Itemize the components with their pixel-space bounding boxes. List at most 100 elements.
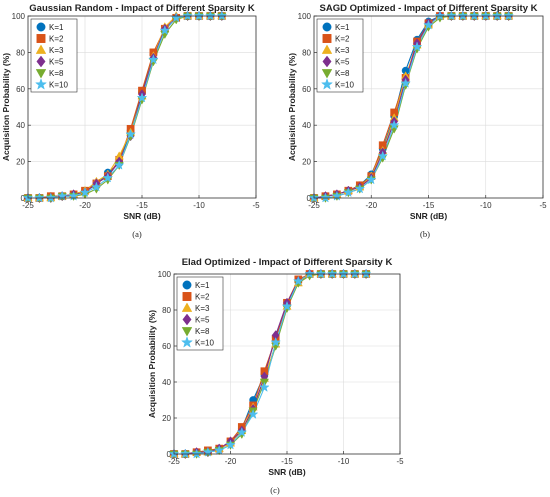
y-tick-label: 60: [162, 342, 171, 351]
data-point: [388, 119, 400, 130]
data-point: [320, 192, 331, 203]
y-axis-label: Acquisition Probability (%): [287, 53, 297, 161]
data-point: [468, 10, 480, 21]
legend-label: K=8: [195, 327, 210, 336]
y-tick-label: 80: [16, 48, 25, 57]
legend-label: K=2: [335, 35, 350, 44]
data-point: [304, 268, 315, 279]
data-point: [113, 159, 125, 170]
y-tick-label: 80: [162, 306, 171, 315]
legend-label: K=1: [49, 23, 64, 32]
legend-marker: [182, 313, 192, 326]
legend-label: K=5: [195, 316, 210, 325]
data-point: [259, 381, 270, 392]
data-point: [125, 128, 136, 139]
data-point: [343, 186, 354, 198]
data-point: [225, 439, 236, 450]
data-point: [179, 448, 191, 459]
legend-label: K=10: [195, 339, 214, 348]
legend-box: [176, 276, 224, 351]
y-axis-label: Acquisition Probability (%): [1, 53, 11, 161]
y-tick-label: 0: [307, 194, 312, 203]
axes-frame: [173, 273, 401, 455]
y-axis-label: Acquisition Probability (%): [147, 310, 157, 418]
legend: K=1 K=2 K=3 K=5 K=8 K=10: [316, 18, 364, 93]
chart-3: Elad Optimized - Impact of Different Spa…: [147, 257, 404, 495]
legend-label: K=5: [49, 58, 64, 67]
chart-1: Gaussian Random - Impact of Different Sp…: [1, 3, 260, 239]
legend: K=1 K=2 K=3 K=5 K=8 K=10: [30, 18, 78, 93]
y-tick-label: 0: [167, 450, 172, 459]
data-point: [191, 448, 202, 459]
data-point: [446, 10, 457, 21]
y-tick-label: 60: [302, 85, 311, 94]
y-tick-label: 100: [12, 12, 26, 21]
data-point: [480, 10, 492, 21]
data-point: [360, 268, 372, 279]
legend-label: K=8: [49, 69, 64, 78]
x-tick-label: -10: [338, 457, 350, 466]
data-point: [457, 10, 469, 21]
legend-marker: [36, 55, 46, 68]
legend-marker: [321, 44, 333, 54]
x-tick-label: -10: [480, 201, 492, 210]
chart-title: Gaussian Random - Impact of Different Sp…: [29, 3, 255, 14]
legend-marker: [322, 22, 332, 32]
data-point: [213, 444, 225, 455]
data-point: [354, 183, 366, 194]
chart-title: SAGD Optimized - Impact of Different Spa…: [320, 3, 538, 14]
y-tick-label: 60: [16, 85, 25, 94]
data-point: [338, 268, 349, 279]
x-tick-label: -5: [396, 457, 404, 466]
y-tick-label: 40: [16, 121, 25, 130]
data-point: [400, 77, 411, 88]
data-point: [136, 92, 148, 103]
data-point: [148, 54, 159, 65]
legend-label: K=2: [49, 35, 64, 44]
axes-frame: [27, 15, 257, 199]
axes-frame: [313, 15, 544, 199]
x-tick-label: -20: [365, 201, 377, 210]
data-point: [45, 192, 57, 203]
x-tick-label: -25: [22, 201, 34, 210]
x-axis-label: SNR (dB): [123, 211, 160, 221]
panel-caption: (c): [270, 485, 280, 495]
data-point: [236, 426, 248, 437]
data-point: [491, 10, 503, 21]
x-tick-label: -15: [423, 201, 435, 210]
data-point: [434, 10, 446, 21]
x-axis-label: SNR (dB): [410, 211, 447, 221]
x-tick-label: -5: [539, 201, 547, 210]
legend-label: K=1: [195, 281, 210, 290]
legend-marker: [322, 34, 332, 43]
legend-marker: [180, 336, 194, 348]
legend-marker: [36, 22, 46, 32]
data-point: [377, 150, 389, 161]
y-tick-label: 20: [302, 158, 311, 167]
legend-marker: [35, 44, 47, 54]
legend-box: [30, 18, 78, 93]
data-point: [193, 10, 205, 21]
x-tick-label: -15: [281, 457, 293, 466]
legend-label: K=1: [335, 23, 350, 32]
x-tick-label: -20: [225, 457, 237, 466]
x-tick-label: -20: [79, 201, 91, 210]
y-tick-label: 40: [162, 378, 171, 387]
legend-label: K=3: [195, 304, 210, 313]
data-point: [423, 19, 434, 30]
legend-label: K=5: [335, 58, 350, 67]
legend-box: [316, 18, 364, 93]
y-tick-label: 20: [162, 414, 171, 423]
y-tick-label: 80: [302, 48, 311, 57]
data-point: [182, 10, 193, 21]
y-tick-label: 40: [302, 121, 311, 130]
legend-label: K=10: [49, 81, 68, 90]
data-point: [91, 181, 102, 192]
x-tick-label: -10: [193, 201, 205, 210]
data-point: [159, 24, 171, 36]
y-tick-label: 100: [298, 12, 312, 21]
data-point: [205, 10, 216, 21]
legend-marker: [36, 34, 46, 43]
legend-marker: [182, 280, 192, 290]
